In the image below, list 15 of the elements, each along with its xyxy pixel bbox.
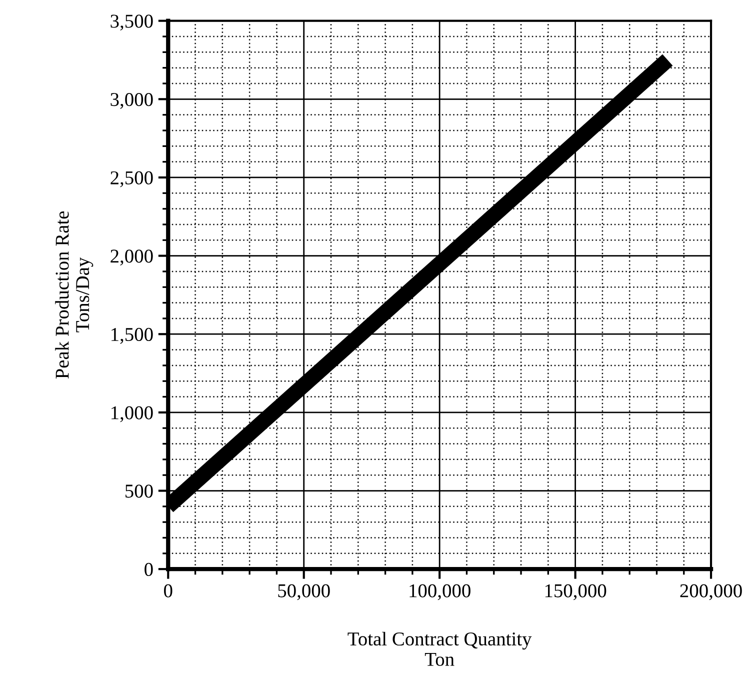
y-tick-label: 2,000 bbox=[110, 250, 153, 266]
y-tick-label: 500 bbox=[126, 484, 153, 498]
y-tick-label: 1,500 bbox=[112, 328, 153, 344]
y-tick-label: 3,000 bbox=[110, 92, 153, 109]
y-tick-label: 2,500 bbox=[110, 171, 153, 188]
x-tick-label: 200,000 bbox=[680, 584, 742, 600]
y-tick-label: 1,000 bbox=[112, 406, 153, 422]
x-tick-label: 100,000 bbox=[410, 584, 470, 600]
x-tick-label: 0 bbox=[164, 584, 172, 598]
y-tick-label: 0 bbox=[144, 562, 153, 576]
x-tick-label: 50,000 bbox=[278, 584, 330, 600]
y-axis-title: Peak Production Rate Tons/Day bbox=[55, 211, 94, 379]
x-tick-label: 150,000 bbox=[545, 584, 606, 600]
y-tick-label: 3,500 bbox=[110, 14, 153, 31]
x-axis-title: Total Contract Quantity Ton bbox=[348, 632, 532, 666]
